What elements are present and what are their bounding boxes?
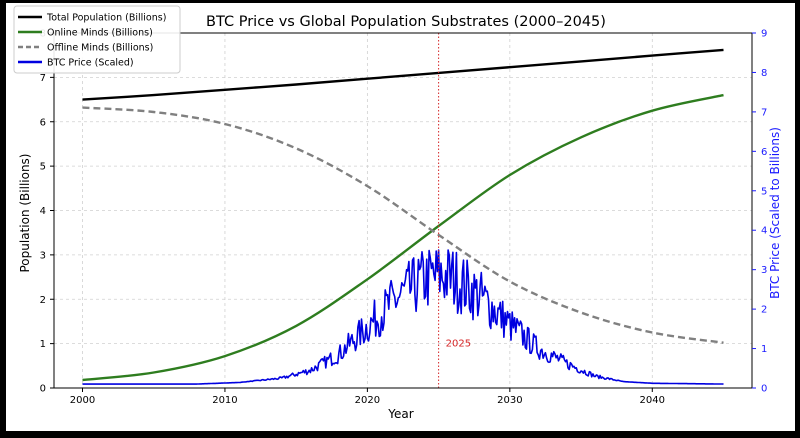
x-tick-label: 2010: [212, 395, 237, 406]
legend-entry: Offline Minds (Billions): [47, 43, 153, 54]
annotation-label: 2025: [446, 339, 471, 350]
x-tick-label: 2040: [640, 395, 665, 406]
axes: 200020102020203020400123456780123456789: [40, 29, 768, 407]
y2-tick-label: 5: [761, 186, 767, 197]
y2-tick-label: 9: [761, 29, 767, 40]
legend-entry: Total Population (Billions): [46, 13, 166, 24]
y-tick-label: 1: [40, 339, 46, 350]
series-line-btc-price: [82, 249, 724, 385]
x-tick-label: 2020: [355, 395, 380, 406]
legend: Total Population (Billions) Online Minds …: [13, 5, 181, 74]
y-tick-label: 3: [40, 250, 46, 261]
x-tick-label: 2030: [497, 395, 522, 406]
y-tick-label: 6: [40, 117, 46, 128]
y2-tick-label: 1: [761, 344, 767, 355]
y2-tick-label: 2: [761, 305, 767, 316]
x-tick-label: 2000: [70, 395, 95, 406]
y-tick-label: 7: [40, 73, 46, 84]
y2-tick-label: 7: [761, 107, 767, 118]
legend-entry: BTC Price (Scaled): [47, 58, 134, 69]
legend-entry: Online Minds (Billions): [47, 28, 153, 39]
y2-tick-label: 0: [761, 384, 767, 395]
y-axis-label: Population (Billions): [18, 154, 32, 273]
chart-canvas: 2025 2000 2010 2020 2030 2040 0 1 2 3 4 5 6 7 8 0 1 2 3 4 5…: [6, 3, 795, 431]
y-tick-label: 5: [40, 162, 46, 173]
chart-title: BTC Price vs Global Population Substrate…: [206, 14, 606, 30]
y-tick-label: 0: [40, 384, 46, 395]
annotation: 2025: [438, 33, 471, 388]
x-axis-label: Year: [387, 407, 413, 421]
chart: 2025 2000 2010 2020 2030 2040 0 1 2 3 4 5 6 7 8 0 1 2 3 4 5…: [13, 5, 782, 421]
series-line-online-minds: [82, 93, 724, 382]
y-tick-label: 4: [40, 206, 46, 217]
y2-tick-label: 8: [761, 68, 767, 79]
y2-axis-label: BTC Price (Scaled to Billions): [768, 127, 782, 299]
y-tick-label: 2: [40, 295, 46, 306]
legend-box: [13, 5, 181, 74]
y2-tick-label: 4: [761, 226, 767, 237]
series-line-total-population: [82, 48, 724, 101]
y2-tick-label: 6: [761, 147, 767, 158]
series-line-offline-minds: [82, 106, 724, 344]
series-lines: [82, 48, 724, 385]
y2-tick-label: 3: [761, 265, 767, 276]
